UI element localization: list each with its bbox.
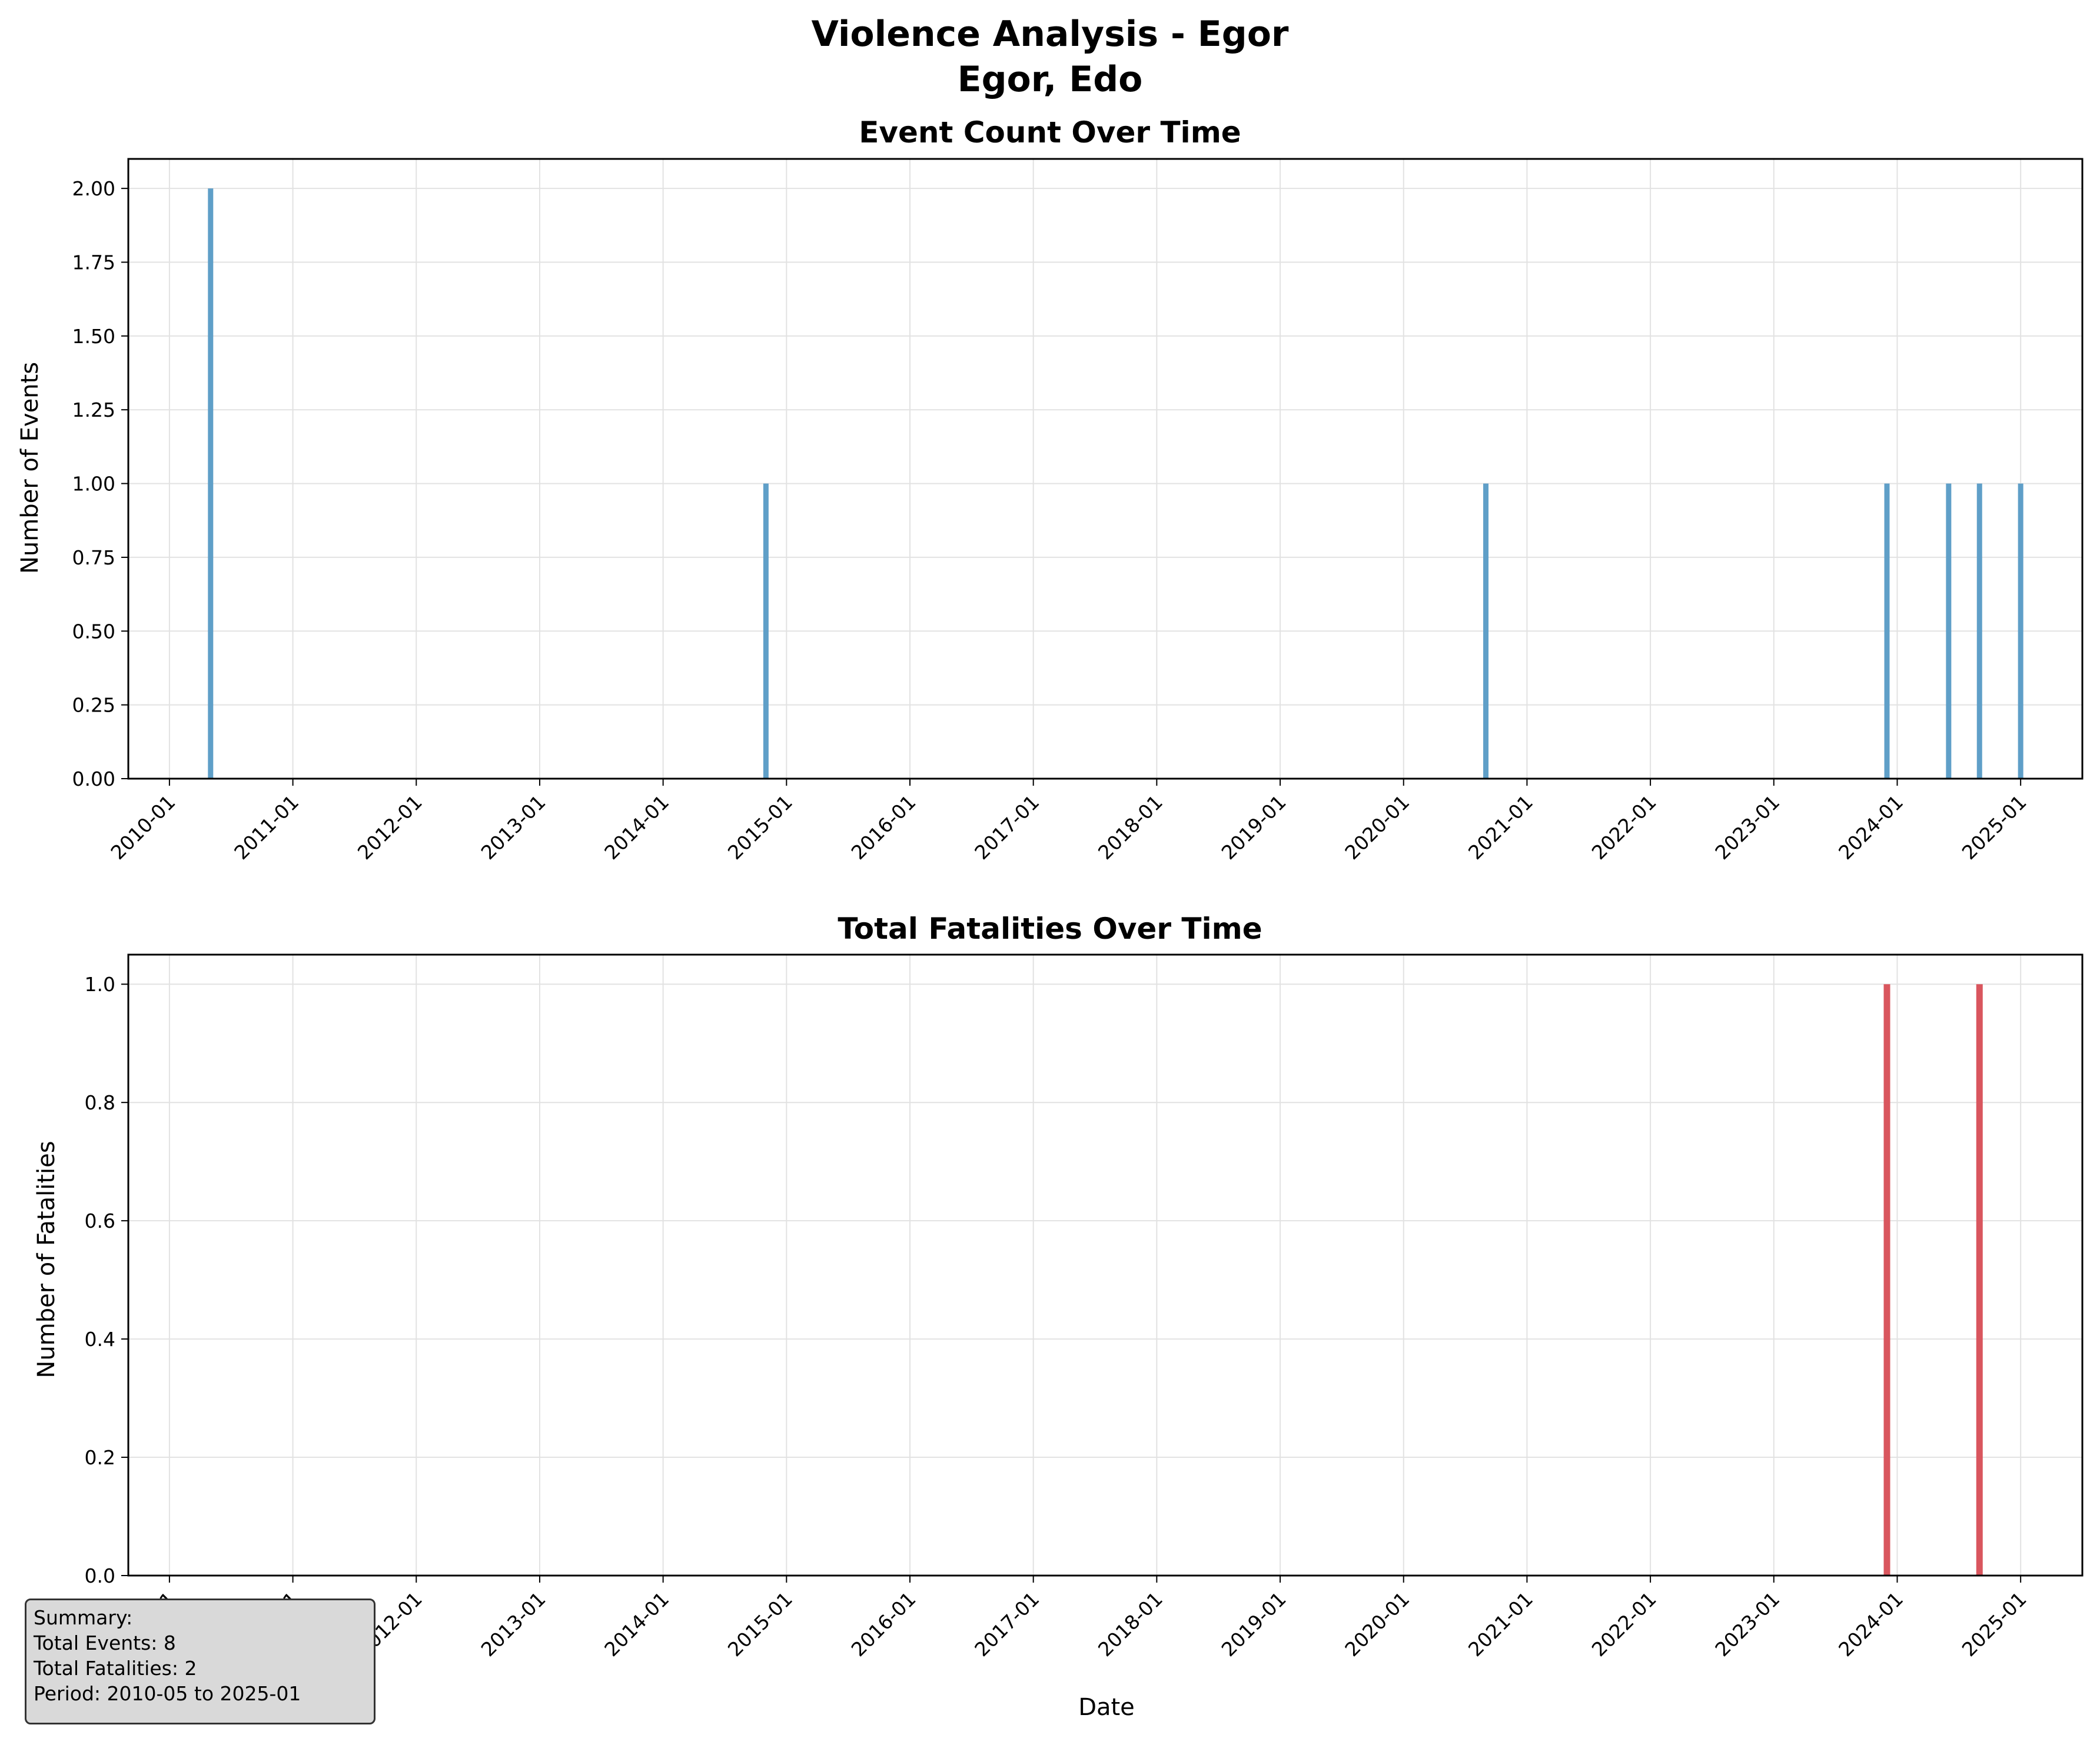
- bar: [1883, 984, 1890, 1576]
- y-tick-label: 1.0: [85, 973, 115, 996]
- figure-title-line1: Violence Analysis - Egor: [811, 14, 1288, 55]
- bar: [2018, 483, 2023, 779]
- y-tick-label: 0.75: [72, 546, 115, 569]
- y-tick-label: 2.00: [72, 177, 115, 200]
- bar: [208, 188, 214, 779]
- x-tick-label: 2011-01: [230, 790, 303, 864]
- x-tick-label: 2021-01: [1464, 1587, 1537, 1661]
- x-tick-label: 2015-01: [723, 790, 797, 864]
- x-tick-label: 2010-01: [106, 790, 180, 864]
- grid: [128, 955, 2082, 1576]
- plot-frame: [127, 158, 2084, 780]
- figure-title-line2: Egor, Edo: [958, 59, 1143, 100]
- y-tick-label: 0.00: [72, 767, 115, 790]
- x-tick-label: 2014-01: [600, 1587, 673, 1661]
- x-tick-label: 2015-01: [723, 1587, 797, 1661]
- summary-heading: Summary:: [34, 1606, 133, 1629]
- bar: [1946, 483, 1952, 779]
- bar: [1976, 984, 1983, 1576]
- summary-total-events: Total Events: 8: [34, 1631, 176, 1654]
- fatalities-chart-ylabel: Number of Fatalities: [33, 1141, 60, 1378]
- x-tick-label: 2019-01: [1217, 1587, 1291, 1661]
- y-tick-label: 1.50: [72, 325, 115, 348]
- summary-period: Period: 2010-05 to 2025-01: [34, 1682, 301, 1705]
- x-tick-label: 2022-01: [1587, 1587, 1661, 1661]
- x-tick-label: 2019-01: [1217, 790, 1291, 864]
- y-tick-label: 0.6: [85, 1209, 115, 1232]
- x-tick-label: 2020-01: [1340, 1587, 1414, 1661]
- x-tick-label: 2023-01: [1710, 790, 1784, 864]
- y-tick-label: 0.50: [72, 620, 115, 643]
- x-tick-label: 2024-01: [1834, 790, 1908, 864]
- y-tick-label: 0.2: [85, 1446, 115, 1469]
- y-tick-label: 1.75: [72, 251, 115, 274]
- x-tick-label: 2016-01: [847, 790, 921, 864]
- y-tick-label: 0.0: [85, 1564, 115, 1587]
- x-tick-label: 2025-01: [1958, 1587, 2031, 1661]
- x-tick-label: 2023-01: [1710, 1587, 1784, 1661]
- x-tick-label: 2018-01: [1094, 1587, 1167, 1661]
- y-tick-label: 0.8: [85, 1091, 115, 1114]
- y-tick-label: 0.25: [72, 694, 115, 717]
- bar: [763, 483, 769, 779]
- plot-frame: [127, 953, 2084, 1577]
- x-tick-label: 2017-01: [970, 790, 1044, 864]
- event-chart-title: Event Count Over Time: [859, 115, 1241, 149]
- summary-box: Summary: Total Events: 8 Total Fatalitie…: [25, 1599, 376, 1724]
- x-tick-label: 2014-01: [600, 790, 673, 864]
- fatalities-chart-xlabel: Date: [1078, 1694, 1135, 1721]
- summary-total-fatalities: Total Fatalities: 2: [34, 1657, 197, 1680]
- x-tick-label: 2020-01: [1340, 790, 1414, 864]
- fatalities-chart-title: Total Fatalities Over Time: [838, 912, 1262, 946]
- x-tick-label: 2016-01: [847, 1587, 921, 1661]
- x-tick-label: 2024-01: [1834, 1587, 1908, 1661]
- x-tick-label: 2022-01: [1587, 790, 1661, 864]
- x-tick-label: 2025-01: [1958, 790, 2031, 864]
- bar: [1884, 483, 1890, 779]
- bar: [1483, 483, 1489, 779]
- x-tick-label: 2012-01: [353, 790, 427, 864]
- x-tick-label: 2013-01: [477, 790, 550, 864]
- grid: [128, 159, 2082, 779]
- event-count-chart: Event Count Over Time Number of Events 2…: [16, 115, 2084, 864]
- event-chart-ylabel: Number of Events: [16, 362, 44, 574]
- x-tick-label: 2013-01: [477, 1587, 550, 1661]
- x-tick-label: 2018-01: [1094, 790, 1167, 864]
- x-tick-label: 2017-01: [970, 1587, 1044, 1661]
- y-tick-label: 0.4: [85, 1328, 115, 1351]
- y-tick-label: 1.25: [72, 398, 115, 421]
- bar: [1976, 483, 1982, 779]
- y-tick-label: 1.00: [72, 473, 115, 496]
- x-tick-label: 2021-01: [1464, 790, 1537, 864]
